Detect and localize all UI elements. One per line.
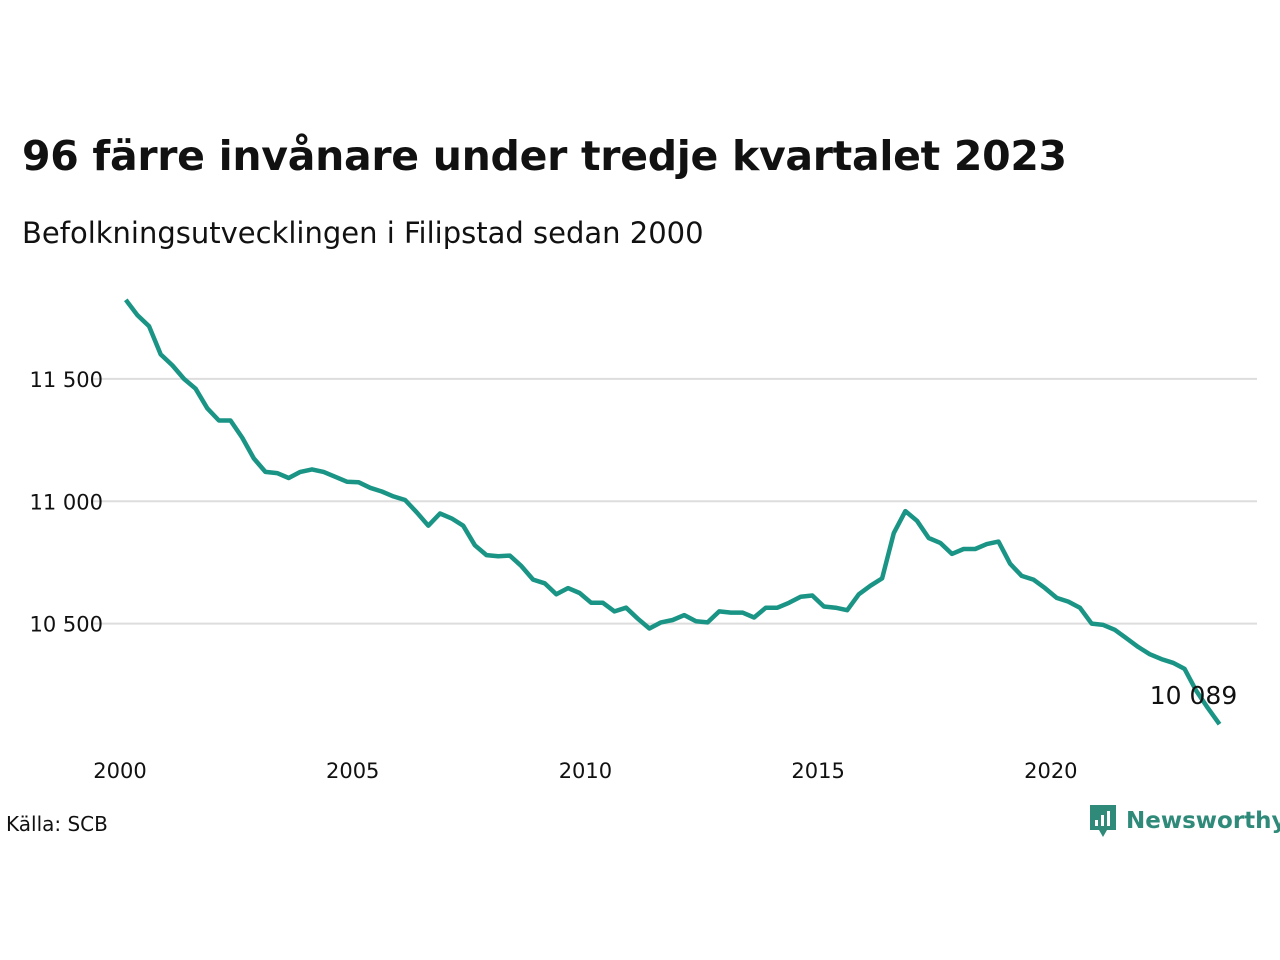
grid-lines	[93, 377, 1257, 625]
chart-subtitle: Befolkningsutvecklingen i Filipstad seda…	[22, 216, 704, 250]
chart-title: 96 färre invånare under tredje kvartalet…	[22, 132, 1067, 180]
x-tick-label: 2020	[1024, 759, 1077, 783]
end-value-label: 10 089	[1150, 681, 1237, 710]
x-tick-label: 2000	[93, 759, 146, 783]
newsworthy-logo-icon	[1090, 805, 1116, 837]
y-tick-label: 11 500	[30, 368, 103, 392]
brand-name: Newsworthy	[1126, 808, 1280, 834]
y-tick-label: 10 500	[30, 613, 103, 637]
x-tick-label: 2010	[559, 759, 612, 783]
source-note: Källa: SCB	[6, 812, 108, 836]
series-line	[124, 298, 1222, 726]
y-axis-ticks: 10 500 11 000 11 500	[30, 368, 103, 637]
x-axis-ticks: 2000 2005 2010 2015 2020	[93, 759, 1077, 783]
x-tick-label: 2015	[791, 759, 844, 783]
newsworthy-logo: Newsworthy	[1088, 803, 1280, 839]
y-tick-label: 11 000	[30, 490, 103, 514]
data-points	[124, 298, 1222, 726]
x-tick-label: 2005	[326, 759, 379, 783]
